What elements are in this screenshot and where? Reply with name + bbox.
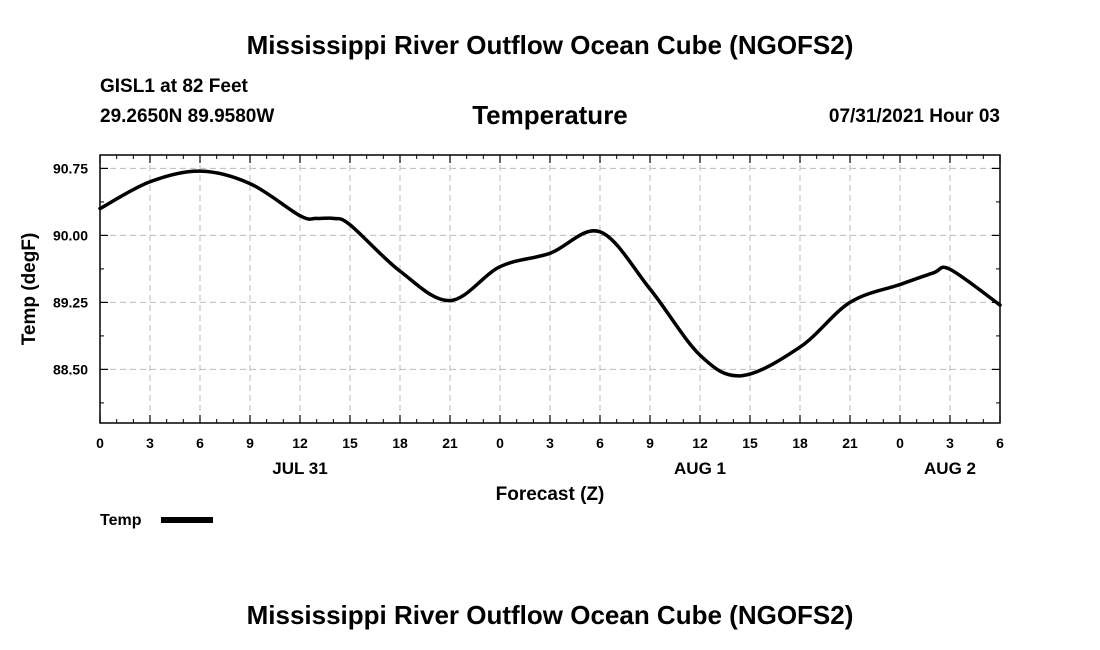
station-coordinates: 29.2650N 89.9580W bbox=[100, 106, 275, 127]
variable-title: Temperature bbox=[472, 100, 628, 130]
x-tick-label: 0 bbox=[896, 435, 904, 451]
x-tick-label: 3 bbox=[946, 435, 954, 451]
x-axis-title: Forecast (Z) bbox=[496, 484, 605, 505]
x-tick-label: 6 bbox=[596, 435, 604, 451]
x-tick-label: 21 bbox=[842, 435, 858, 451]
y-tick-label: 90.75 bbox=[53, 160, 88, 176]
x-tick-label: 3 bbox=[146, 435, 154, 451]
x-tick-label: 18 bbox=[392, 435, 408, 451]
station-label: GISL1 at 82 Feet bbox=[100, 76, 248, 97]
x-tick-label: 21 bbox=[442, 435, 458, 451]
x-tick-label: 15 bbox=[742, 435, 758, 451]
x-tick-label: 15 bbox=[342, 435, 358, 451]
footer-title: Mississippi River Outflow Ocean Cube (NG… bbox=[246, 600, 854, 630]
y-axis-title: Temp (degF) bbox=[19, 233, 40, 346]
x-tick-label: 6 bbox=[196, 435, 204, 451]
x-tick-label: 12 bbox=[692, 435, 708, 451]
chart-main-title: Mississippi River Outflow Ocean Cube (NG… bbox=[246, 30, 854, 60]
forecast-datetime: 07/31/2021 Hour 03 bbox=[828, 106, 1000, 127]
y-tick-label: 90.00 bbox=[53, 227, 88, 243]
x-tick-label: 6 bbox=[996, 435, 1004, 451]
x-tick-label: 12 bbox=[292, 435, 308, 451]
y-tick-label: 88.50 bbox=[53, 361, 88, 377]
y-tick-label: 89.25 bbox=[53, 294, 88, 310]
date-label: AUG 2 bbox=[924, 459, 976, 478]
x-tick-label: 0 bbox=[496, 435, 504, 451]
legend-label: Temp bbox=[100, 512, 142, 529]
x-tick-label: 9 bbox=[646, 435, 654, 451]
x-tick-label: 18 bbox=[792, 435, 808, 451]
date-label: JUL 31 bbox=[272, 459, 327, 478]
x-tick-label: 0 bbox=[96, 435, 104, 451]
series-line-temp bbox=[98, 169, 1002, 378]
x-tick-label: 3 bbox=[546, 435, 554, 451]
date-label: AUG 1 bbox=[674, 459, 726, 478]
x-tick-label: 9 bbox=[246, 435, 254, 451]
